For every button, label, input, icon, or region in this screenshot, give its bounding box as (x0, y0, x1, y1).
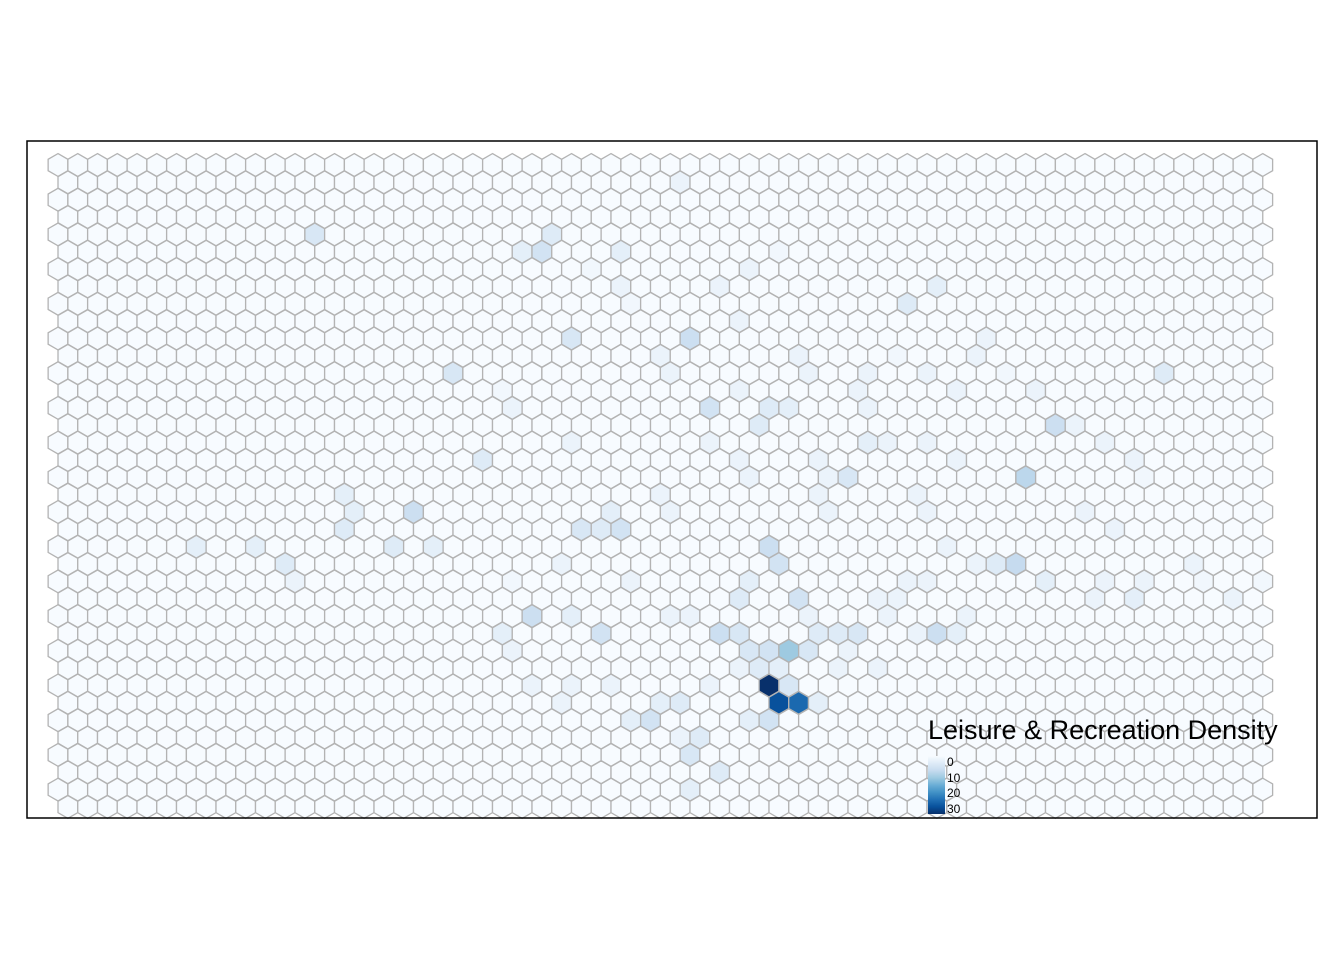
panel-border (26, 140, 1318, 819)
hex-cell (235, 794, 257, 820)
hex-cell (175, 794, 197, 820)
legend-tick-10: 10 (947, 771, 961, 785)
hex-cell (728, 794, 750, 820)
hex-cell (551, 794, 573, 820)
hex-cell (531, 794, 553, 820)
hex-cell (630, 794, 652, 820)
hex-cell (1064, 794, 1086, 820)
hex-cell (610, 794, 632, 820)
hex-cell (136, 794, 158, 820)
hex-cell (886, 794, 908, 820)
hex-cell (57, 794, 79, 820)
hex-cell (689, 794, 711, 820)
hex-cell (333, 794, 355, 820)
hex-cell (1242, 794, 1264, 820)
legend-tick-0: 0 (947, 755, 954, 769)
hex-cell (867, 794, 889, 820)
hex-cell (788, 794, 810, 820)
hex-cell (215, 794, 237, 820)
hex-cell (985, 794, 1007, 820)
hex-cell (709, 794, 731, 820)
hex-cell (195, 794, 217, 820)
hex-cell (570, 794, 592, 820)
hex-cell (847, 794, 869, 820)
hex-cell (1183, 794, 1205, 820)
hex-cell (116, 794, 138, 820)
hex-cell (353, 794, 375, 820)
hex-cell (412, 794, 434, 820)
hex-cell (156, 794, 178, 820)
hex-cell (906, 794, 928, 820)
hex-cell (1123, 794, 1145, 820)
hex-cell (1222, 794, 1244, 820)
hex-cell (77, 794, 99, 820)
hex-cell (1025, 794, 1047, 820)
hex-cell (294, 794, 316, 820)
hex-cell (1084, 794, 1106, 820)
hex-cell (768, 794, 790, 820)
hex-cell (1143, 794, 1165, 820)
hex-cell (807, 794, 829, 820)
hex-cell (472, 794, 494, 820)
hex-cell (96, 794, 118, 820)
hex-cell (491, 794, 513, 820)
hex-cell (1163, 794, 1185, 820)
legend-tick-30: 30 (947, 802, 961, 816)
hex-cell (314, 794, 336, 820)
hex-cell (1202, 794, 1224, 820)
hex-cell (254, 794, 276, 820)
hex-cell (1005, 794, 1027, 820)
legend: Leisure & Recreation Density 0 10 20 30 (928, 715, 1278, 816)
hex-cell (590, 794, 612, 820)
legend-tick-20: 20 (947, 786, 961, 800)
hex-cell (274, 794, 296, 820)
legend-colorbar (928, 756, 945, 814)
hex-cell (511, 794, 533, 820)
hex-cell (827, 794, 849, 820)
hex-cell (669, 794, 691, 820)
legend-title: Leisure & Recreation Density (928, 715, 1278, 745)
hex-cell (748, 794, 770, 820)
hex-cell (965, 794, 987, 820)
hex-cell (1044, 794, 1066, 820)
hex-cell (1104, 794, 1126, 820)
hex-grid (47, 152, 1274, 820)
hex-cell (393, 794, 415, 820)
hex-cell (649, 794, 671, 820)
hex-cell (432, 794, 454, 820)
hex-cell (373, 794, 395, 820)
hex-cell (452, 794, 474, 820)
